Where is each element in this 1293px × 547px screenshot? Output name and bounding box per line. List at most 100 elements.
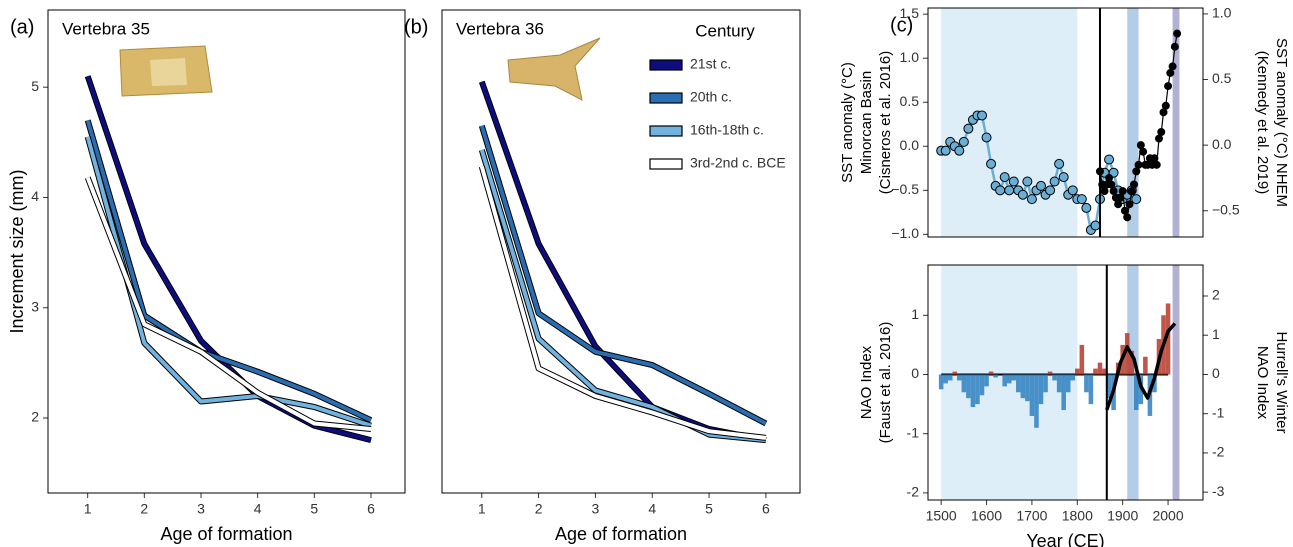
- data-point: [954, 145, 965, 156]
- y2-tick-label: 0.0: [1212, 136, 1232, 152]
- series-line: [85, 75, 372, 443]
- bar: [952, 371, 958, 375]
- legend-swatch: [649, 92, 683, 104]
- chart-title: Vertebra 36: [456, 19, 544, 38]
- bar: [1124, 333, 1130, 375]
- y-axis-label: NAO Index: [858, 345, 875, 419]
- bar: [1043, 374, 1048, 393]
- data-point: [1026, 194, 1037, 205]
- plot-frame: [441, 9, 801, 494]
- bar: [1065, 374, 1071, 393]
- data-point: [1114, 200, 1123, 209]
- data-point: [1035, 180, 1046, 191]
- bar: [1052, 374, 1057, 381]
- x-tick-label: 3: [592, 501, 600, 517]
- x-tick-label: 4: [254, 501, 262, 517]
- bar: [1084, 374, 1089, 393]
- y-tick-label: 5: [31, 78, 39, 94]
- data-point: [1161, 101, 1170, 110]
- data-point: [1100, 187, 1109, 196]
- chart-title: Vertebra 35: [62, 19, 150, 38]
- data-point: [1118, 187, 1127, 196]
- data-point: [1125, 200, 1134, 209]
- data-point: [1157, 128, 1166, 137]
- bar: [1075, 368, 1080, 375]
- data-point: [1159, 108, 1168, 117]
- y-axis-label: (Faust et al. 2016): [877, 322, 894, 444]
- y2-axis-label: Hurrell's Winter: [1273, 331, 1290, 433]
- data-point: [1123, 213, 1132, 222]
- data-point: [1067, 185, 1078, 196]
- panel-label: (a): [10, 16, 34, 38]
- vertebra-image: [119, 45, 213, 97]
- bar: [979, 374, 985, 396]
- data-point: [1130, 180, 1139, 189]
- x-tick-label: 6: [367, 501, 375, 517]
- bar: [1165, 303, 1171, 375]
- bar: [1020, 374, 1026, 399]
- x-axis-label: Age of formation: [555, 524, 687, 544]
- data-point: [1017, 189, 1028, 200]
- bar: [1129, 350, 1135, 375]
- bar: [1097, 362, 1103, 375]
- y-axis-label: Minorcan Basin: [858, 71, 875, 174]
- shaded-span: [941, 8, 1078, 237]
- x-tick-label: 1700: [1016, 508, 1047, 524]
- y-tick-label: 4: [31, 188, 39, 204]
- y-axis-label: SST anomaly (°C): [839, 62, 856, 183]
- y2-tick-label: -3: [1212, 483, 1225, 499]
- data-point: [999, 172, 1010, 183]
- series-line: [85, 136, 372, 428]
- bar: [988, 371, 994, 375]
- y-tick-label: 1.5: [900, 5, 920, 21]
- data-point: [1008, 176, 1019, 187]
- plot-area: [84, 75, 373, 444]
- bar: [1102, 368, 1107, 375]
- y-tick-label: 0.5: [900, 93, 920, 109]
- data-point: [1090, 220, 1101, 231]
- data-point: [1054, 158, 1065, 169]
- data-point: [981, 132, 992, 143]
- data-point: [1166, 68, 1175, 77]
- y2-tick-label: −0.5: [1212, 201, 1240, 217]
- bar: [943, 374, 948, 384]
- x-tick-label: 2: [140, 501, 148, 517]
- x-tick-label: 3: [197, 501, 205, 517]
- data-point: [1107, 180, 1116, 189]
- data-point: [1105, 173, 1114, 182]
- data-point: [1081, 202, 1092, 213]
- data-point: [1132, 167, 1141, 176]
- data-point: [1131, 194, 1142, 205]
- data-point: [1109, 187, 1118, 196]
- x-tick-label: 5: [310, 501, 318, 517]
- x-axis-label: Year (CE): [1026, 531, 1104, 547]
- bar: [947, 374, 953, 381]
- x-tick-label: 1600: [971, 508, 1002, 524]
- bar: [1079, 344, 1085, 375]
- data-point: [1104, 154, 1115, 165]
- bar: [1006, 374, 1012, 384]
- data-point: [1173, 29, 1182, 38]
- y-axis-label: Increment size (mm): [7, 169, 27, 333]
- bar: [938, 374, 944, 390]
- y2-tick-label: 0.5: [1212, 70, 1232, 86]
- y-tick-label: 0.0: [900, 137, 920, 153]
- legend-swatch: [649, 125, 683, 137]
- bar: [1143, 356, 1148, 375]
- plot-frame: [927, 7, 1204, 238]
- y-tick-label: −1.0: [891, 225, 919, 241]
- bar: [1002, 374, 1007, 387]
- bar: [1047, 371, 1053, 375]
- series-line: [479, 125, 767, 426]
- data-point: [1116, 193, 1125, 202]
- bar: [1106, 374, 1112, 399]
- bar: [1061, 374, 1066, 411]
- legend-label: 16th-18th c.: [690, 122, 764, 138]
- y-tick-label: 2: [31, 409, 39, 425]
- plot-frame: [927, 264, 1204, 501]
- bar: [970, 374, 976, 408]
- data-point: [1022, 176, 1033, 187]
- x-tick-label: 1: [478, 501, 486, 517]
- legend-label: 21st c.: [690, 56, 731, 72]
